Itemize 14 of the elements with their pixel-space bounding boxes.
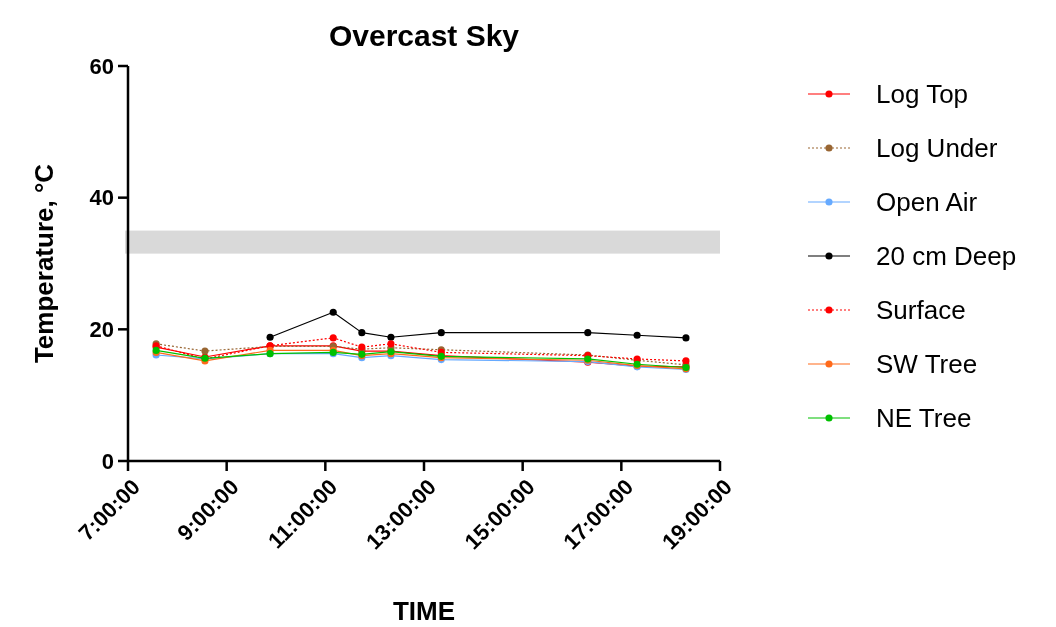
legend-label: Surface — [876, 295, 966, 326]
y-tick-label: 60 — [89, 53, 114, 79]
y-tick-label: 40 — [89, 185, 114, 211]
legend-label: Open Air — [876, 187, 978, 218]
legend-label: 20 cm Deep — [876, 241, 1017, 272]
chart-title: Overcast Sky — [328, 19, 520, 52]
y-tick-label: 20 — [89, 317, 114, 343]
legend-label: NE Tree — [876, 403, 972, 434]
legend-label: Log Under — [876, 133, 998, 164]
legend-label: SW Tree — [876, 349, 978, 380]
y-tick-label: 0 — [101, 448, 114, 474]
legend-label: Log Top — [876, 79, 969, 110]
x-axis-title: TIME — [392, 596, 456, 626]
y-axis-title: Temperature, °C — [29, 163, 59, 364]
